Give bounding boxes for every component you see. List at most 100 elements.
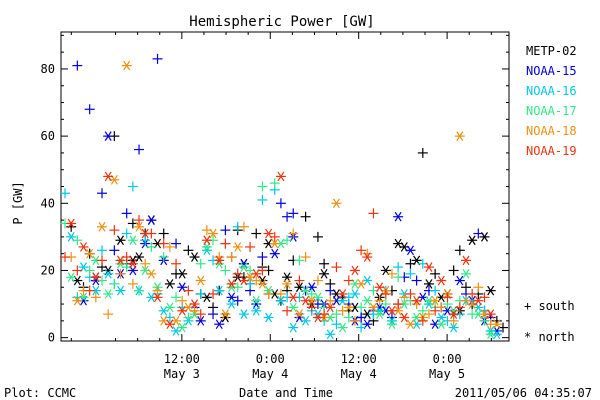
point-noaa-16-south [257, 194, 268, 205]
point-noaa-16-south [393, 262, 404, 273]
point-noaa-19-south [171, 258, 182, 269]
point-noaa-19-north [423, 262, 434, 272]
point-noaa-18-south [448, 315, 459, 326]
point-noaa-17-south [479, 315, 490, 326]
point-metp-02-north [177, 268, 188, 279]
point-metp-02-north [282, 272, 293, 283]
point-noaa-17-south [294, 255, 305, 266]
point-noaa-18-north [405, 319, 416, 330]
marker-legend-south: + south [524, 299, 575, 313]
point-noaa-19-north [140, 228, 151, 239]
point-noaa-17-south [356, 302, 367, 313]
footer-plot-credit: Plot: CCMC [4, 386, 76, 400]
point-noaa-17-south [171, 292, 182, 303]
point-noaa-18-north [430, 295, 441, 306]
point-noaa-15-north [195, 316, 206, 326]
point-noaa-18-north [195, 275, 206, 286]
point-noaa-19-south [430, 305, 441, 316]
point-noaa-19-south [306, 302, 317, 313]
point-noaa-19-north [177, 305, 188, 316]
point-noaa-17-south [134, 285, 145, 296]
point-metp-02-north [485, 285, 496, 296]
point-metp-02-north [423, 279, 434, 289]
point-noaa-17-south [220, 265, 231, 276]
point-noaa-19-north [214, 255, 225, 266]
point-metp-02-north [134, 252, 145, 262]
point-noaa-18-north [269, 238, 280, 249]
x-tick-time: 0:00 [433, 352, 462, 366]
point-noaa-19-south [158, 238, 169, 249]
legend-noaa-19: NOAA-19 [526, 144, 577, 158]
point-noaa-18-south [349, 315, 360, 326]
point-metp-02-south [158, 228, 169, 239]
point-noaa-19-north [312, 312, 323, 323]
x-tick-date: May 3 [164, 367, 200, 381]
point-noaa-19-north [325, 302, 336, 313]
point-noaa-18-south [90, 292, 101, 303]
point-noaa-19-north [66, 218, 77, 229]
point-noaa-18-south [436, 302, 447, 313]
point-metp-02-south [448, 265, 459, 276]
point-noaa-17-north [337, 322, 348, 333]
point-noaa-18-north [343, 302, 354, 313]
point-noaa-18-south [152, 285, 163, 296]
y-axis-label: P [GW] [11, 181, 25, 224]
point-noaa-15-south [275, 198, 286, 209]
point-noaa-15-north [269, 248, 280, 259]
point-noaa-19-south [442, 292, 453, 303]
marker-legend: + south * north [524, 299, 575, 344]
point-noaa-15-south [134, 144, 145, 155]
point-noaa-18-north [146, 268, 157, 279]
point-noaa-19-south [84, 285, 95, 296]
point-noaa-16-north [115, 285, 126, 296]
point-noaa-15-south [152, 53, 163, 64]
point-noaa-18-north [356, 279, 367, 289]
point-noaa-17-south [158, 252, 169, 263]
point-noaa-18-south [164, 241, 175, 252]
point-metp-02-north [319, 268, 330, 279]
point-noaa-16-north [238, 309, 249, 319]
point-noaa-19-north [78, 242, 89, 252]
point-noaa-18-north [220, 309, 231, 319]
point-noaa-19-north [411, 295, 422, 306]
point-noaa-15-south [208, 309, 219, 320]
point-noaa-16-south [60, 188, 70, 199]
y-tick-label: 60 [41, 129, 55, 143]
point-noaa-19-north [436, 275, 447, 286]
y-tick-label: 20 [41, 263, 55, 277]
point-noaa-15-north [393, 211, 404, 222]
point-noaa-18-north [294, 309, 305, 319]
point-metp-02-north [115, 235, 126, 246]
point-noaa-19-north [152, 292, 163, 303]
point-noaa-17-south [84, 265, 95, 276]
point-noaa-18-north [282, 279, 293, 289]
point-metp-02-south [417, 147, 428, 158]
y-tick-label: 80 [41, 62, 55, 76]
point-noaa-18-north [208, 228, 219, 239]
point-noaa-18-north [331, 198, 342, 209]
point-metp-02-south [454, 245, 465, 256]
point-noaa-17-south [146, 241, 157, 252]
x-axis-label: Date and Time [239, 386, 333, 400]
point-noaa-19-south [134, 215, 145, 226]
point-noaa-19-south [60, 252, 70, 263]
point-noaa-18-south [140, 258, 151, 269]
point-noaa-18-south [386, 268, 397, 279]
point-noaa-16-south [140, 235, 151, 246]
point-noaa-19-north [362, 252, 373, 262]
point-noaa-15-south [84, 104, 95, 115]
point-noaa-16-south [195, 288, 206, 299]
point-noaa-18-south [127, 278, 138, 289]
x-tick-time: 12:00 [164, 352, 200, 366]
point-noaa-19-south [232, 268, 243, 279]
point-noaa-19-south [393, 299, 404, 310]
point-noaa-17-north [460, 268, 471, 279]
point-noaa-18-south [473, 282, 484, 293]
point-noaa-18-south [275, 288, 286, 299]
point-noaa-19-south [208, 288, 219, 299]
point-noaa-15-north [146, 215, 157, 225]
point-noaa-19-south [282, 305, 293, 316]
point-noaa-17-north [386, 319, 397, 330]
point-noaa-19-north [448, 309, 459, 319]
point-noaa-17-south [417, 305, 428, 316]
